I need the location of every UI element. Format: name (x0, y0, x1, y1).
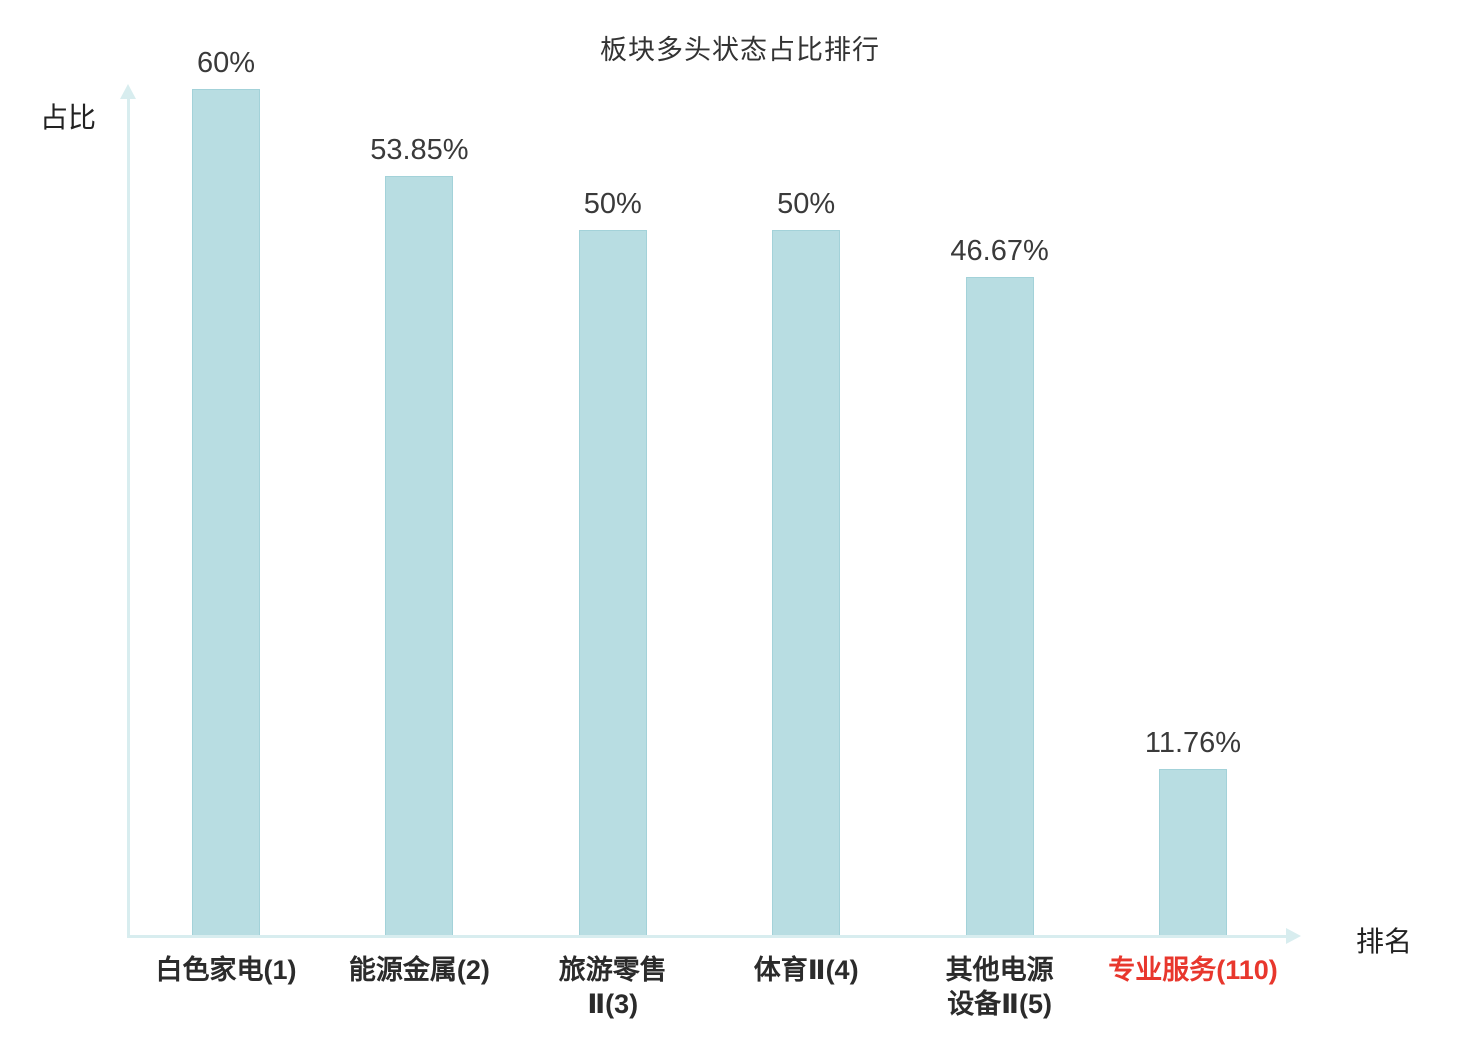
x-axis-arrow-icon (1286, 928, 1301, 944)
bar-value-label: 50% (777, 188, 836, 220)
chart-title: 板块多头状态占比排行 (600, 35, 880, 65)
bar (772, 230, 841, 935)
bar-category-label: 其他电源 设备Ⅱ(5) (945, 955, 1054, 1019)
bar-category-label: 能源金属(2) (348, 955, 490, 985)
bar-value-label: 11.76% (1144, 727, 1242, 759)
x-axis-line (127, 928, 1301, 944)
bar-category-label: 专业服务(110) (1108, 955, 1278, 985)
bar-category-label: 白色家电(1) (155, 955, 297, 985)
y-axis-label: 占比 (40, 102, 97, 133)
bar-value-label: 60% (196, 47, 256, 79)
y-axis-arrow-icon (120, 84, 136, 99)
bar-category-label: 旅游零售 Ⅱ(3) (558, 955, 667, 1019)
bar-category-label: 体育Ⅱ(4) (753, 955, 859, 985)
bar (578, 230, 647, 935)
bar (385, 176, 454, 935)
bar-value-label: 53.85% (370, 134, 469, 166)
bar (192, 89, 260, 935)
y-axis-line (120, 84, 136, 938)
bar-value-label: 50% (583, 188, 642, 220)
x-axis-label: 排名 (1356, 926, 1413, 957)
bar-value-label: 46.67% (950, 235, 1049, 267)
bar (965, 277, 1034, 935)
bar (1159, 769, 1227, 935)
